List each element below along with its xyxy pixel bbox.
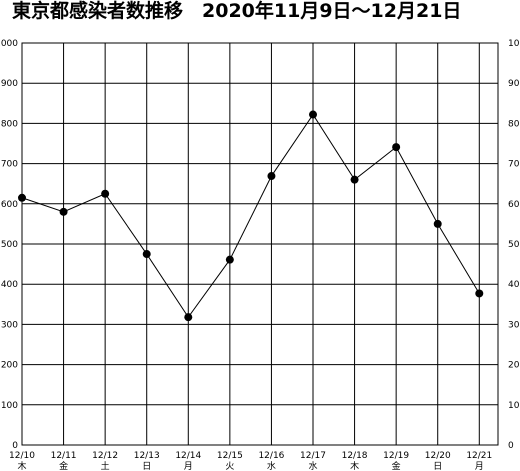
data-point <box>267 172 276 181</box>
data-point <box>59 207 68 216</box>
x-weekday-label: 日 <box>433 461 442 471</box>
x-tick-label: 12/16 <box>258 451 284 461</box>
x-weekday-label: 金 <box>392 460 401 471</box>
data-point <box>142 250 151 259</box>
x-weekday-label: 水 <box>267 460 276 471</box>
x-tick-label: 12/14 <box>175 451 201 461</box>
x-tick-label: 12/18 <box>342 451 368 461</box>
y-tick-label-right: 700 <box>508 160 520 170</box>
data-point <box>184 313 193 322</box>
y-tick-label-right: 600 <box>508 200 520 210</box>
x-weekday-label: 木 <box>17 460 26 471</box>
x-weekday-label: 木 <box>350 460 359 471</box>
y-tick-label-left: 300 <box>1 320 18 330</box>
y-tick-label-left: 400 <box>1 280 18 290</box>
y-tick-label-left: 200 <box>1 361 18 371</box>
y-tick-label-right: 100 <box>508 401 520 411</box>
x-weekday-label: 金 <box>59 460 68 471</box>
x-tick-label: 12/11 <box>51 451 77 461</box>
y-tick-label-left: 600 <box>1 200 18 210</box>
x-tick-label: 12/19 <box>383 451 409 461</box>
y-tick-label-right: 200 <box>508 361 520 371</box>
x-weekday-label: 水 <box>308 460 317 471</box>
x-weekday-label: 日 <box>142 461 151 471</box>
data-point <box>101 189 110 198</box>
data-point <box>309 110 318 119</box>
x-weekday-label: 月 <box>475 461 484 471</box>
x-tick-label: 12/10 <box>9 451 35 461</box>
data-point <box>350 175 359 184</box>
x-weekday-label: 火 <box>225 461 234 471</box>
x-tick-label: 12/17 <box>300 451 326 461</box>
data-point <box>225 255 234 264</box>
y-tick-label-right: 0 <box>508 441 514 451</box>
y-tick-label-left: 0 <box>12 441 18 451</box>
y-tick-label-left: 1000 <box>0 39 18 49</box>
y-tick-label-right: 500 <box>508 240 520 250</box>
x-weekday-label: 月 <box>184 461 193 471</box>
y-tick-label-right: 1000 <box>508 39 520 49</box>
y-tick-label-left: 800 <box>1 119 18 129</box>
y-tick-label-left: 900 <box>1 79 18 89</box>
x-tick-label: 12/20 <box>425 451 451 461</box>
data-point <box>475 289 484 298</box>
chart-title: 東京都感染者数推移 2020年11月9日～12月21日 <box>12 0 462 22</box>
y-tick-label-right: 400 <box>508 280 520 290</box>
x-tick-label: 12/13 <box>134 451 160 461</box>
x-tick-label: 12/15 <box>217 451 243 461</box>
y-tick-label-right: 800 <box>508 119 520 129</box>
y-tick-label-right: 300 <box>508 320 520 330</box>
y-tick-label-left: 100 <box>1 401 18 411</box>
y-tick-label-right: 900 <box>508 79 520 89</box>
x-tick-label: 12/12 <box>92 451 118 461</box>
x-tick-label: 12/21 <box>466 451 492 461</box>
data-point <box>392 143 401 152</box>
y-tick-label-left: 700 <box>1 160 18 170</box>
data-point <box>18 193 26 202</box>
series-line <box>21 113 480 319</box>
x-weekday-label: 土 <box>101 460 110 471</box>
y-tick-label-left: 500 <box>1 240 18 250</box>
data-point <box>433 219 442 228</box>
